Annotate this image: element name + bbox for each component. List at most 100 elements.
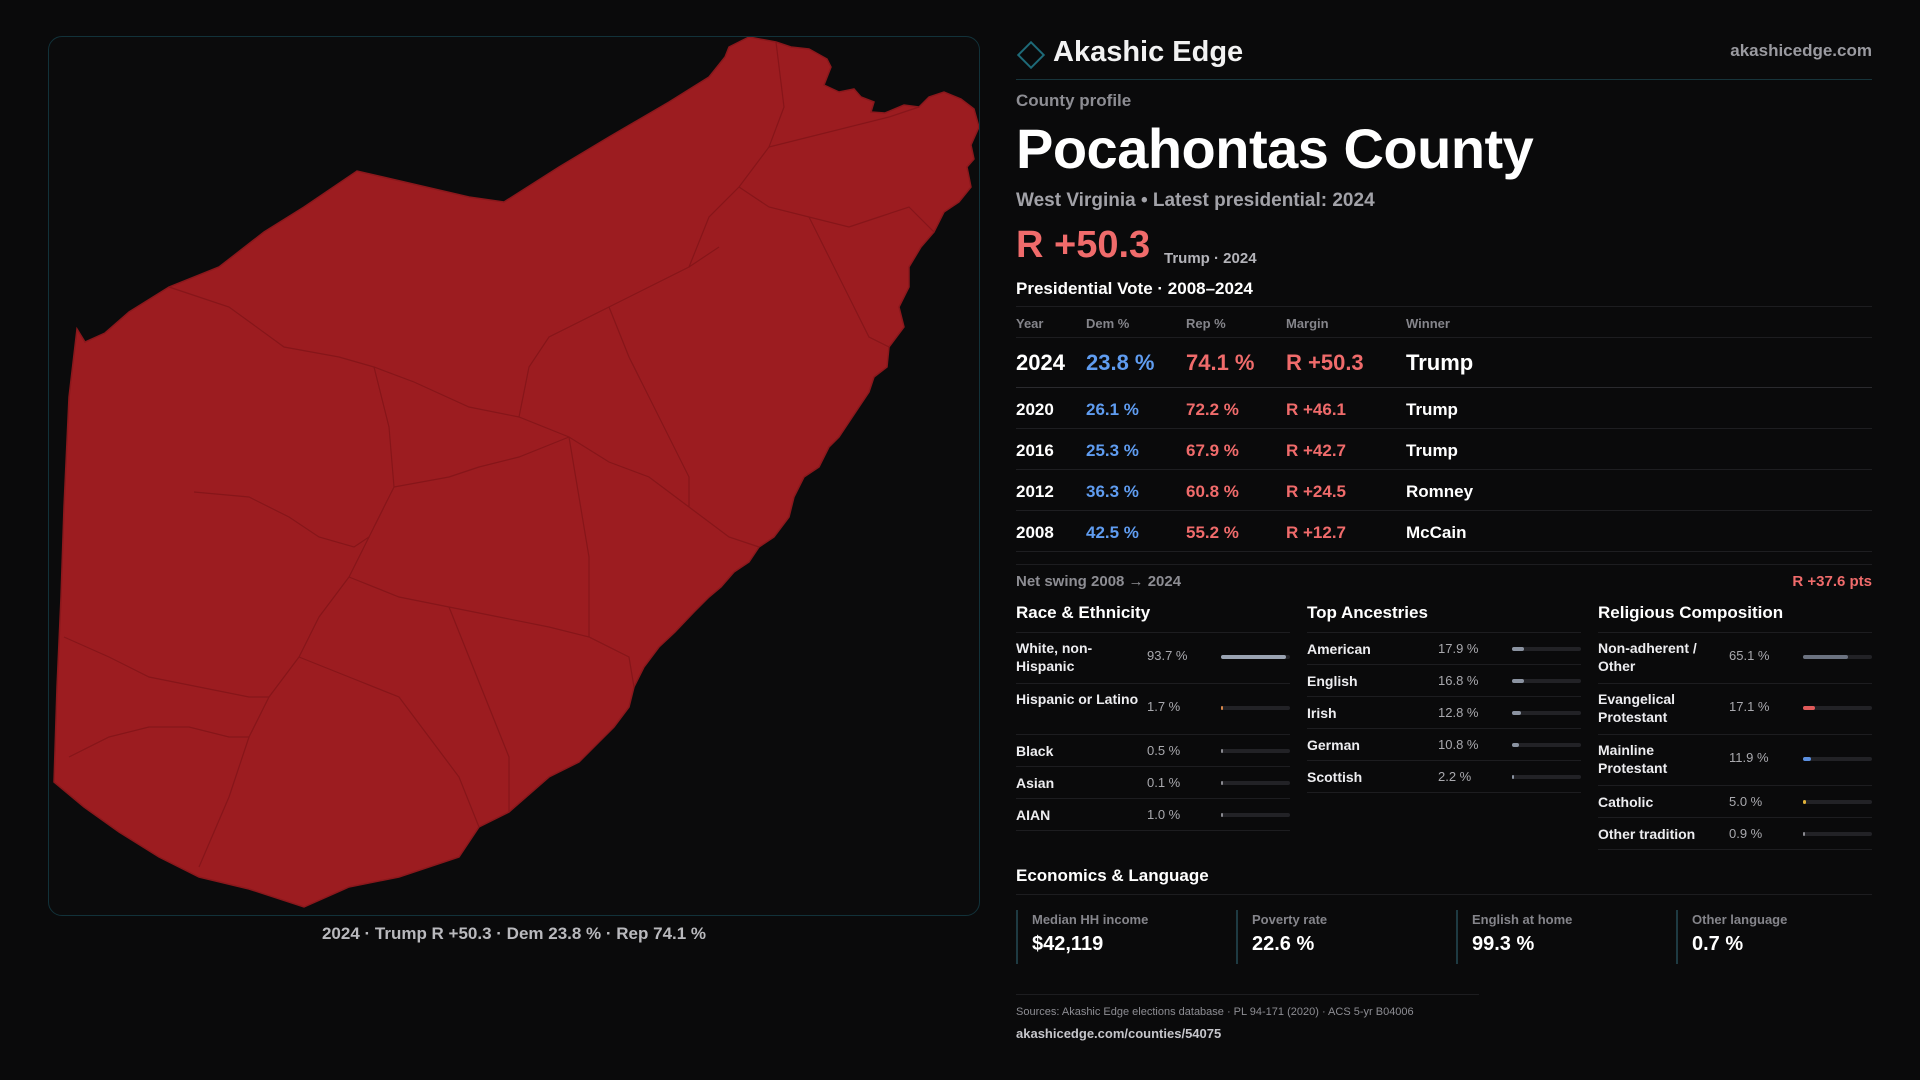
divider	[1016, 564, 1872, 565]
cell-winner: McCain	[1406, 523, 1467, 542]
list-item: Hispanic or Latino 1.7 %	[1016, 684, 1290, 735]
progress-track	[1221, 749, 1290, 753]
list-item: Mainline Protestant 11.9 %	[1598, 735, 1872, 786]
progress-fill	[1512, 775, 1514, 779]
progress-track	[1512, 775, 1581, 779]
item-label: Asian	[1016, 775, 1055, 791]
cell-dem: 23.8 %	[1086, 350, 1155, 375]
list-item: Non-adherent / Other 65.1 %	[1598, 633, 1872, 684]
headline-margin: R +50.3	[1016, 224, 1151, 266]
progress-track	[1512, 679, 1581, 683]
cell-winner: Romney	[1406, 482, 1474, 501]
cell-year: 2008	[1016, 523, 1054, 542]
header-rep: Rep %	[1186, 316, 1226, 331]
progress-fill	[1803, 655, 1848, 659]
progress-fill	[1803, 757, 1811, 761]
item-label: English	[1307, 673, 1358, 689]
header-margin: Margin	[1286, 316, 1329, 331]
cell-dem: 36.3 %	[1086, 482, 1139, 501]
item-value: 93.7 %	[1147, 648, 1188, 663]
county-map[interactable]	[49, 37, 980, 916]
progress-fill	[1221, 781, 1223, 785]
stat-english-at-home: English at home 99.3 %	[1456, 910, 1661, 964]
site-link[interactable]: akashicedge.com	[1730, 41, 1872, 60]
progress-track	[1803, 655, 1872, 659]
stat-label: Median HH income	[1032, 912, 1149, 927]
header-winner: Winner	[1406, 316, 1450, 331]
district-borders	[63, 41, 935, 868]
section-title: Top Ancestries	[1307, 603, 1581, 633]
item-label: White, non-Hispanic	[1016, 640, 1093, 674]
progress-fill	[1512, 679, 1524, 683]
item-value: 17.9 %	[1438, 641, 1479, 656]
economics-title: Economics & Language	[1016, 866, 1209, 885]
cell-dem: 42.5 %	[1086, 523, 1139, 542]
cell-margin: R +12.7	[1286, 523, 1347, 542]
religion-section: Religious Composition Non-adherent / Oth…	[1598, 603, 1872, 850]
cell-year: 2024	[1016, 350, 1065, 375]
divider	[1016, 894, 1872, 895]
ancestry-section: Top Ancestries American 17.9 % English 16.8…	[1307, 603, 1581, 793]
vote-table: Year Dem % Rep % Margin Winner 2024 23.8…	[1016, 306, 1872, 552]
list-item: Asian 0.1 %	[1016, 767, 1290, 799]
progress-track	[1221, 706, 1290, 710]
list-item: Evangelical Protestant 17.1 %	[1598, 684, 1872, 735]
list-item: German 10.8 %	[1307, 729, 1581, 761]
cell-rep: 67.9 %	[1186, 441, 1239, 460]
header-dem: Dem %	[1086, 316, 1130, 331]
progress-track	[1803, 757, 1872, 761]
cell-rep: 72.2 %	[1186, 400, 1239, 419]
stat-value: $42,119	[1032, 933, 1104, 955]
stat-value: 99.3 %	[1472, 933, 1535, 955]
progress-fill	[1221, 813, 1223, 817]
vote-table-header: Year Dem % Rep % Margin Winner	[1016, 306, 1872, 338]
progress-track	[1803, 800, 1872, 804]
progress-track	[1221, 781, 1290, 785]
progress-fill	[1221, 749, 1223, 753]
page-title: Pocahontas County	[1016, 117, 1534, 180]
cell-rep: 55.2 %	[1186, 523, 1239, 542]
progress-track	[1221, 813, 1290, 817]
item-value: 1.7 %	[1147, 699, 1181, 714]
progress-track	[1803, 832, 1872, 836]
county-url-link[interactable]: akashicedge.com/counties/54075	[1016, 1026, 1222, 1041]
cell-dem: 25.3 %	[1086, 441, 1139, 460]
progress-fill	[1512, 743, 1519, 747]
progress-fill	[1221, 655, 1286, 659]
map-caption: 2024 · Trump R +50.3 · Dem 23.8 % · Rep …	[321, 924, 707, 943]
cell-dem: 26.1 %	[1086, 400, 1139, 419]
county-map-panel	[48, 36, 980, 916]
item-label: Black	[1016, 743, 1054, 759]
list-item: Irish 12.8 %	[1307, 697, 1581, 729]
progress-fill	[1803, 706, 1815, 710]
progress-fill	[1803, 800, 1806, 804]
progress-track	[1803, 706, 1872, 710]
stat-value: 0.7 %	[1692, 933, 1744, 955]
progress-fill	[1512, 647, 1524, 651]
item-label: Mainline Protestant	[1598, 742, 1668, 776]
net-swing-label: Net swing 2008 → 2024	[1016, 573, 1182, 590]
county-shape[interactable]	[53, 37, 979, 908]
sources-note: Sources: Akashic Edge elections database…	[1016, 1006, 1414, 1018]
item-value: 2.2 %	[1438, 769, 1472, 784]
vote-table-title: Presidential Vote · 2008–2024	[1016, 279, 1253, 298]
item-label: Irish	[1307, 705, 1337, 721]
cell-margin: R +24.5	[1286, 482, 1347, 501]
item-label: AIAN	[1016, 807, 1051, 823]
list-item: American 17.9 %	[1307, 633, 1581, 665]
item-label: Non-adherent / Other	[1598, 640, 1697, 674]
cell-year: 2020	[1016, 400, 1054, 419]
item-value: 5.0 %	[1729, 794, 1763, 809]
cell-year: 2016	[1016, 441, 1054, 460]
section-title: Race & Ethnicity	[1016, 603, 1290, 633]
brand-name[interactable]: Akashic Edge	[1053, 36, 1244, 68]
cell-year: 2012	[1016, 482, 1054, 501]
cell-margin: R +50.3	[1286, 350, 1364, 375]
item-value: 17.1 %	[1729, 699, 1770, 714]
item-value: 65.1 %	[1729, 648, 1770, 663]
race-ethnicity-section: Race & Ethnicity White, non-Hispanic 93.7…	[1016, 603, 1290, 831]
item-value: 10.8 %	[1438, 737, 1479, 752]
cell-margin: R +46.1	[1286, 400, 1347, 419]
table-row: 2024 23.8 % 74.1 % R +50.3 Trump	[1016, 338, 1872, 388]
list-item: White, non-Hispanic 93.7 %	[1016, 633, 1290, 684]
